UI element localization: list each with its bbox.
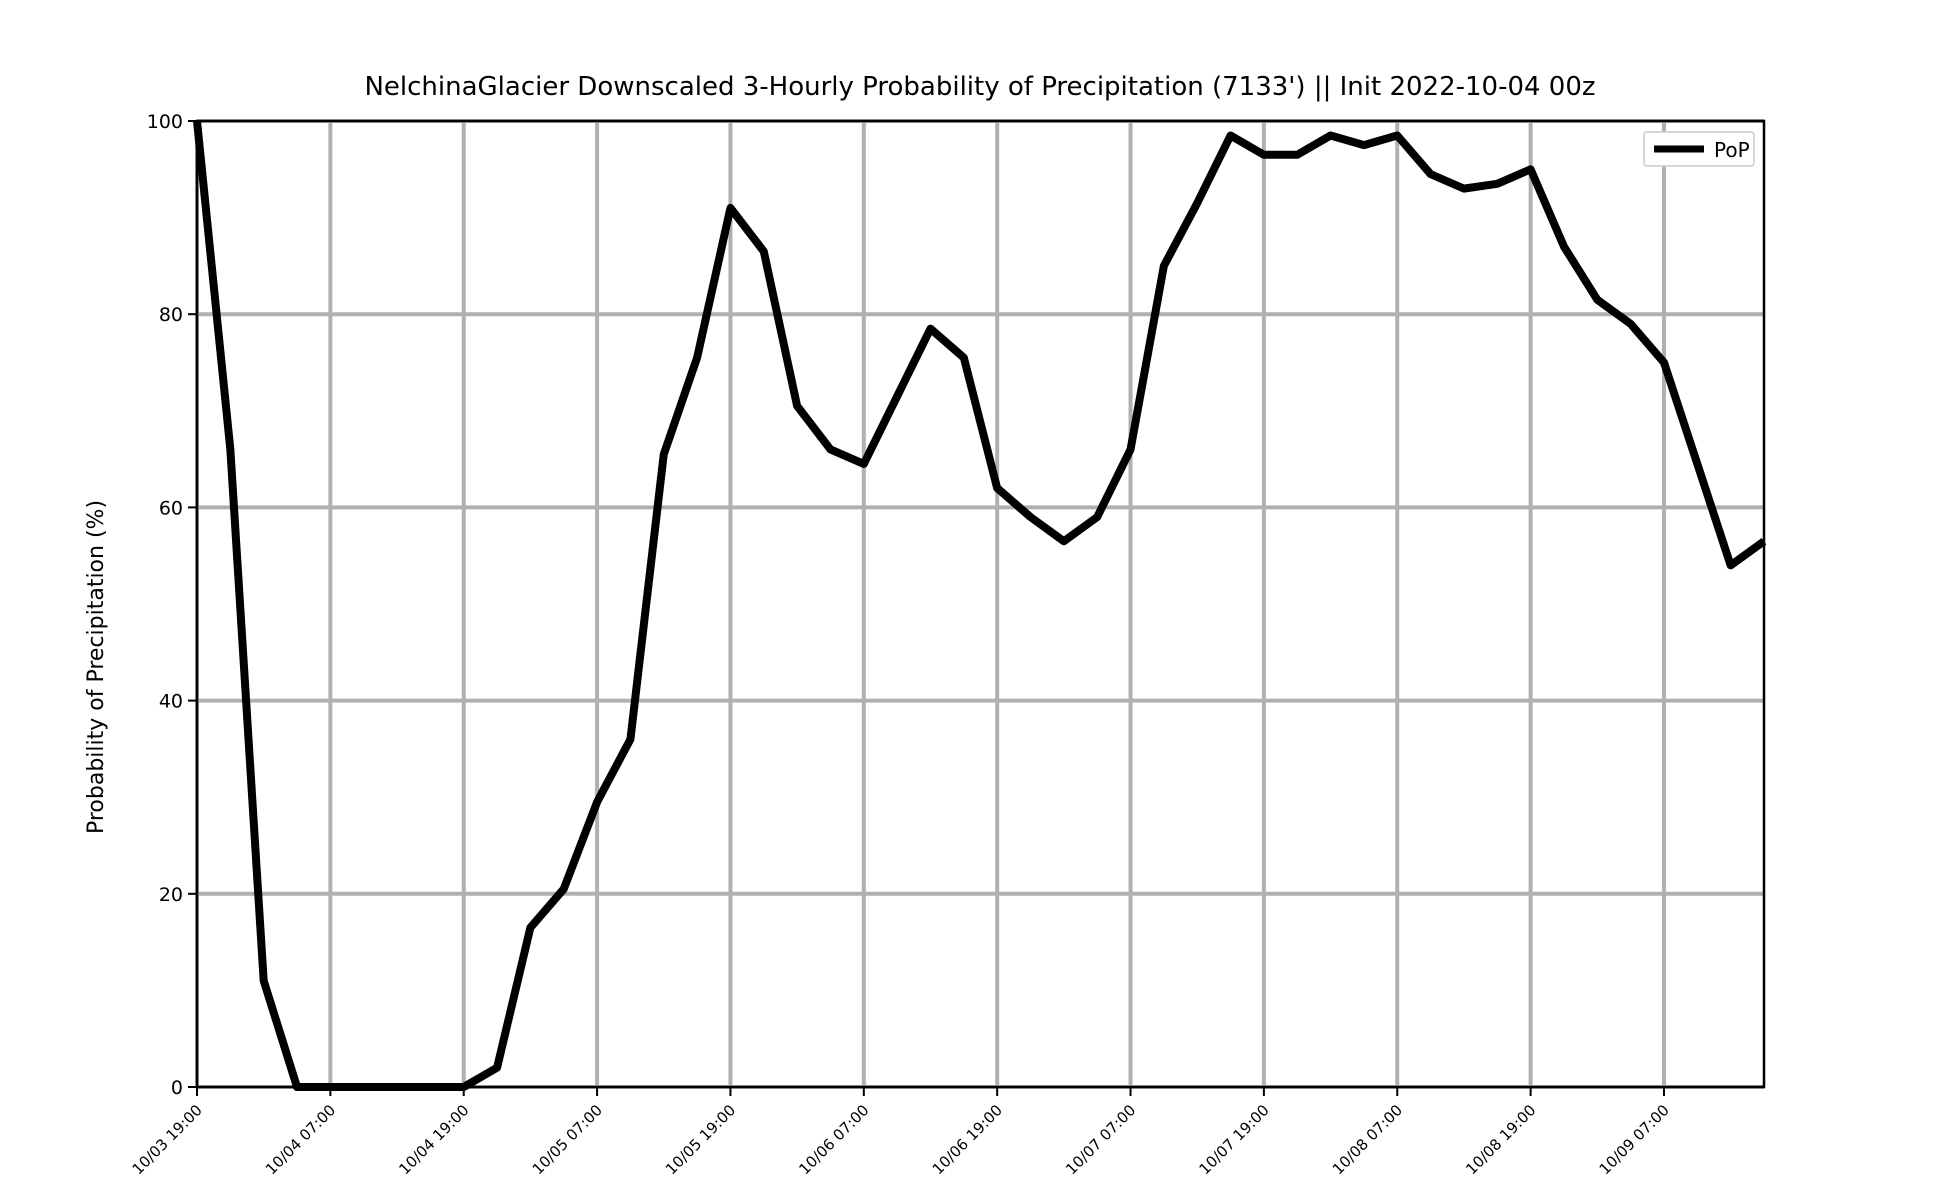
data-point-pop [929, 328, 931, 330]
data-point-pop [263, 980, 265, 982]
data-point-pop [763, 250, 765, 252]
data-point-pop [1063, 540, 1065, 542]
data-point-pop [729, 207, 731, 209]
data-point-pop [1663, 362, 1665, 364]
data-point-pop [229, 448, 231, 450]
x-tick-label: 10/08 19:00 [1462, 1101, 1539, 1178]
x-tick-label: 10/08 07:00 [1329, 1101, 1406, 1178]
legend: PoP [1643, 131, 1755, 167]
x-tick-label: 10/05 07:00 [529, 1101, 606, 1178]
data-point-pop [796, 405, 798, 407]
data-point-pop [1230, 134, 1232, 136]
y-axis-label: Probability of Precipitation (%) [84, 500, 109, 834]
data-point-pop [563, 888, 565, 890]
x-tick-label: 10/07 07:00 [1062, 1101, 1139, 1178]
y-tick-label: 60 [159, 497, 183, 519]
data-point-pop [963, 357, 965, 359]
data-point-pop [1463, 188, 1465, 190]
data-point-pop [596, 801, 598, 803]
data-point-pop [1530, 168, 1532, 170]
data-point-pop [696, 357, 698, 359]
x-tick-label: 10/07 19:00 [1195, 1101, 1272, 1178]
data-point-pop [1030, 516, 1032, 518]
data-point-pop [1496, 183, 1498, 185]
data-point-pop [1630, 323, 1632, 325]
data-point-pop [529, 927, 531, 929]
y-tick-label: 40 [159, 691, 183, 713]
data-point-pop [1296, 154, 1298, 156]
data-point-pop [1396, 134, 1398, 136]
data-point-pop [1430, 173, 1432, 175]
x-tick-label: 10/05 19:00 [662, 1101, 739, 1178]
data-point-pop [1596, 299, 1598, 301]
data-point-pop [629, 738, 631, 740]
data-point-pop [496, 1067, 498, 1069]
axis-layer: 0 20 40 60 80 100 10/03 19:00 10/04 07:00 10/04 … [129, 111, 1673, 1178]
y-tick-label: 80 [159, 304, 183, 326]
y-tick-label: 20 [159, 884, 183, 906]
x-tick-label: 10/06 19:00 [929, 1101, 1006, 1178]
y-tick-label: 100 [147, 111, 183, 133]
y-tick-label: 0 [171, 1077, 183, 1099]
x-tick-label: 10/09 07:00 [1596, 1101, 1673, 1178]
data-point-pop [1563, 246, 1565, 248]
x-tick-label: 10/04 07:00 [262, 1101, 339, 1178]
x-tick-label: 10/03 19:00 [129, 1101, 206, 1178]
data-point-pop [1096, 516, 1098, 518]
data-point-pop [1130, 448, 1132, 450]
data-point-pop [1163, 265, 1165, 267]
data-point-pop [896, 395, 898, 397]
x-tick-label: 10/06 07:00 [795, 1101, 872, 1178]
grid-layer [195, 119, 1764, 1089]
x-tick-label: 10/04 19:00 [395, 1101, 472, 1178]
plot-frame [195, 119, 1766, 1089]
legend-label-pop: PoP [1714, 138, 1750, 162]
data-point-pop [1263, 154, 1265, 156]
data-point-pop [1696, 463, 1698, 465]
chart-title: NelchinaGlacier Downscaled 3-Hourly Prob… [364, 72, 1595, 102]
data-point-pop [1363, 144, 1365, 146]
data-point-pop [1730, 564, 1732, 566]
data-point-pop [829, 448, 831, 450]
data-point-pop [1330, 134, 1332, 136]
data-point-pop [996, 487, 998, 489]
data-point-pop [863, 463, 865, 465]
data-point-pop [1196, 202, 1198, 204]
data-point-pop [663, 453, 665, 455]
